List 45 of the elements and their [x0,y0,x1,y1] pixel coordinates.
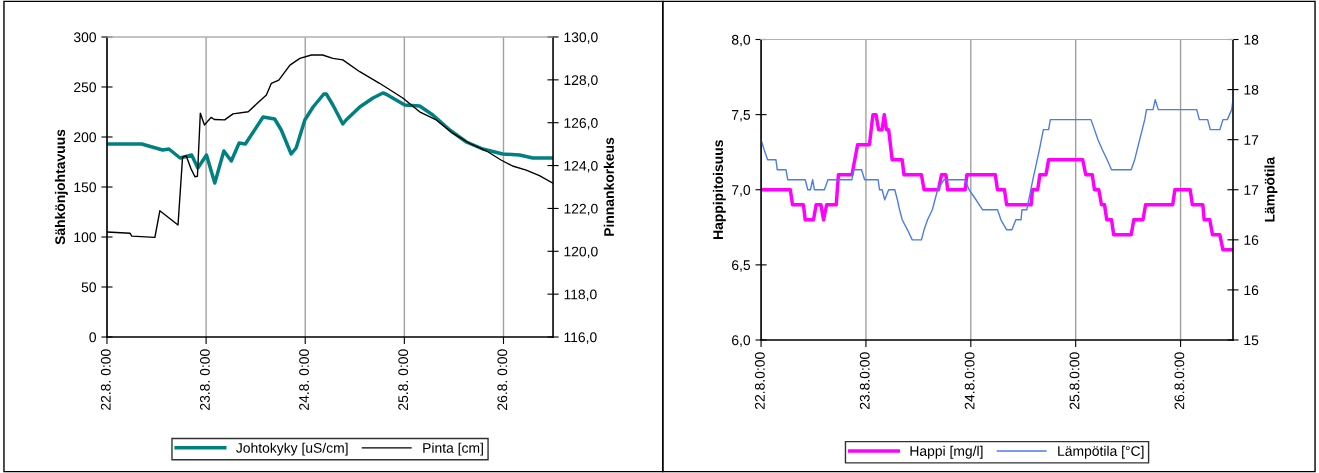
x-tick-label: 25.8.0:00 [1069,352,1080,410]
x-tick-label: 23.8. 0:00 [199,349,210,410]
y2-axis-title: Lämpötila [1264,156,1278,222]
y-tick-label: 7,5 [732,110,751,122]
y2-tick-label: 118,0 [564,289,597,301]
y2-tick-label: 16 [1244,235,1259,245]
x-tick-label: 25.8. 0:00 [398,349,409,410]
y-tick-label: 0 [89,332,97,343]
y-tick-label: 150 [74,182,97,193]
legend-label: Johtokyky [uS/cm] [236,442,348,456]
legend-label: Pinta [cm] [423,442,483,456]
y2-tick-label: 130,0 [564,32,598,44]
y2-tick-label: 124,0 [564,160,598,173]
x-tick-label: 22.8.0:00 [754,352,765,410]
y-tick-label: 6,0 [732,335,751,347]
y-tick-label: 50 [81,282,97,293]
y2-tick-label: 18 [1244,34,1259,45]
y2-tick-label: 15 [1244,335,1259,346]
y2-tick-label: 16 [1244,285,1259,296]
y-tick-label: 200 [74,132,97,143]
x-tick-label: 26.8. 0:00 [497,349,508,410]
y2-tick-label: 18 [1244,84,1259,95]
y-tick-label: 7,0 [732,185,751,197]
legend-label: Happi [mg/l] [910,445,983,459]
y-tick-label: 300 [73,32,97,43]
y-tick-label: 100 [74,232,97,243]
y-axis-title: Sähkönjohtavuus [54,129,68,245]
y-tick-label: 250 [74,82,97,93]
y-axis-title: Happipitoisuus [712,140,726,239]
x-tick-label: 24.8. 0:00 [299,349,309,410]
y2-tick-label: 116,0 [564,332,597,344]
y2-tick-label: 17 [1244,185,1259,195]
x-tick-label: 22.8. 0:00 [100,349,111,410]
y-tick-label: 6,5 [732,260,751,272]
y2-tick-label: 122,0 [564,203,598,216]
y2-tick-label: 120,0 [564,246,598,259]
legend-label: Lämpötila [°C] [1058,445,1144,459]
x-tick-label: 24.8.0:00 [964,352,975,410]
y2-tick-label: 17 [1244,135,1259,145]
y2-axis-title: Pinnankorkeus [603,137,614,236]
y2-tick-label: 128,0 [564,75,598,87]
x-tick-label: 23.8.0:00 [859,352,870,410]
y-tick-label: 8,0 [731,34,751,47]
x-tick-label: 26.8.0:00 [1174,352,1185,410]
y2-tick-label: 126,0 [564,118,598,130]
